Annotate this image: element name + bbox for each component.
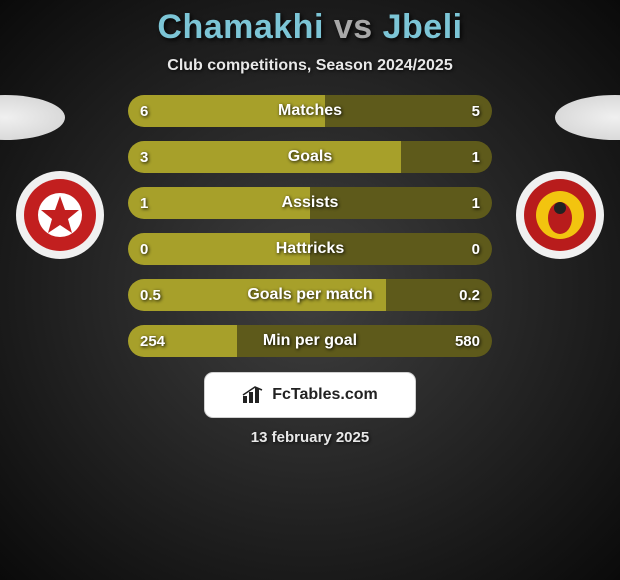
- stat-bar-right: [310, 233, 492, 265]
- stat-bar-right: [401, 141, 492, 173]
- left-side: [0, 95, 120, 260]
- brand-text: FcTables.com: [272, 386, 378, 404]
- stat-row: Goals31: [128, 141, 492, 173]
- stat-bar-left: [128, 233, 310, 265]
- vs-label: vs: [334, 8, 373, 46]
- stat-bar-left: [128, 279, 386, 311]
- stat-row: Min per goal254580: [128, 325, 492, 357]
- brand-badge: FcTables.com: [205, 373, 415, 417]
- chart-icon: [242, 386, 266, 404]
- player1-headshot: [0, 95, 65, 140]
- stat-row: Goals per match0.50.2: [128, 279, 492, 311]
- stat-bar-right: [386, 279, 492, 311]
- main-layout: Matches65 Goals31 Assists11 Hattricks00 Goal…: [0, 75, 620, 357]
- player2-name: Jbeli: [383, 8, 463, 46]
- stat-bar-left: [128, 325, 237, 357]
- stat-bar-right: [310, 187, 492, 219]
- stat-row: Assists11: [128, 187, 492, 219]
- subtitle: Club competitions, Season 2024/2025: [0, 57, 620, 75]
- stat-bars: Matches65 Goals31 Assists11 Hattricks00 Goal…: [120, 95, 500, 357]
- stat-bar-right: [237, 325, 492, 357]
- stat-bar-left: [128, 95, 325, 127]
- comparison-title: Chamakhi vs Jbeli: [0, 0, 620, 47]
- stat-bar-left: [128, 187, 310, 219]
- player2-headshot: [555, 95, 620, 140]
- stat-row: Matches65: [128, 95, 492, 127]
- player2-club-crest: [515, 170, 605, 260]
- stat-bar-right: [325, 95, 492, 127]
- infographic-date: 13 february 2025: [0, 429, 620, 446]
- player1-club-crest: [15, 170, 105, 260]
- stat-row: Hattricks00: [128, 233, 492, 265]
- player1-name: Chamakhi: [157, 8, 324, 46]
- right-side: [500, 95, 620, 260]
- stat-bar-left: [128, 141, 401, 173]
